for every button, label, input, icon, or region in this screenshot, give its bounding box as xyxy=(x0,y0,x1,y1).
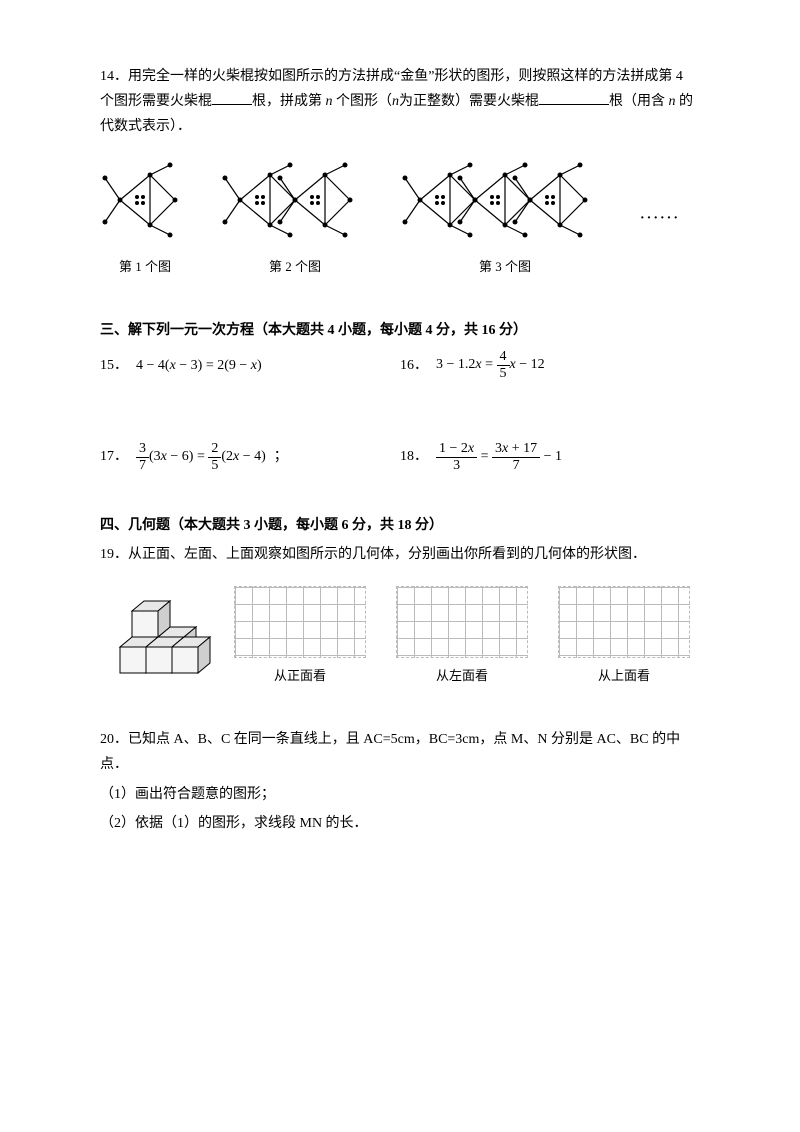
eq16: 16． 3 − 1.2x = 45x − 12 xyxy=(400,349,700,381)
fish-svg-2 xyxy=(220,160,370,240)
q20-line1: 20．已知点 A、B、C 在同一条直线上，且 AC=5cm，BC=3cm，点 M… xyxy=(100,727,700,777)
eq17-num: 17． xyxy=(100,444,128,469)
q14-c: 个图形（ xyxy=(336,94,392,109)
q14-n2: n xyxy=(392,94,399,109)
label-top: 从上面看 xyxy=(548,664,700,687)
q14-blank1 xyxy=(212,90,252,105)
view-top: 从上面看 xyxy=(548,586,700,687)
grid-top xyxy=(558,586,690,658)
eq-row-1: 15． 4 − 4(x − 3) = 2(9 − x) 16． 3 − 1.2x… xyxy=(100,349,700,381)
eq15-num: 15． xyxy=(100,353,128,378)
fig-dots: ······ xyxy=(640,206,680,231)
q19-row: 从正面看 从左面看 从上面看 xyxy=(100,577,700,687)
fish-fig-3: 第 3 个图 xyxy=(400,160,610,279)
eq16-num: 16． xyxy=(400,353,428,378)
eq17-semi: ； xyxy=(274,444,288,469)
label-front: 从正面看 xyxy=(224,664,376,687)
fish-fig-1: 第 1 个图 xyxy=(100,160,190,279)
grid-front xyxy=(234,586,366,658)
q14-n3: n xyxy=(669,94,676,109)
q14-figures: 第 1 个图 第 2 个图 第 3 个图 ······ xyxy=(100,160,700,279)
fig1-label: 第 1 个图 xyxy=(100,255,190,278)
q20-line2: （1）画出符合题意的图形； xyxy=(100,782,700,807)
q14-blank2 xyxy=(539,90,609,105)
cubes-svg xyxy=(100,577,214,687)
grid-left xyxy=(396,586,528,658)
q14-d: 为正整数）需要火柴棍 xyxy=(399,94,539,109)
section4-title: 四、几何题（本大题共 3 小题，每小题 6 分，共 18 分） xyxy=(100,513,700,538)
eq16-body: 3 − 1.2x = 45x − 12 xyxy=(436,349,545,381)
eq15-body: 4 − 4(x − 3) = 2(9 − x) xyxy=(136,353,262,378)
label-left: 从左面看 xyxy=(386,664,538,687)
fig2-label: 第 2 个图 xyxy=(220,255,370,278)
view-left: 从左面看 xyxy=(386,586,538,687)
eq18: 18． 1 − 2x3 = 3x + 177 − 1 xyxy=(400,441,700,473)
fish-svg-1 xyxy=(100,160,190,240)
q14-e: 根（用含 xyxy=(609,94,665,109)
fish-svg-3 xyxy=(400,160,610,240)
q20-line3: （2）依据（1）的图形，求线段 MN 的长． xyxy=(100,811,700,836)
eq15: 15． 4 − 4(x − 3) = 2(9 − x) xyxy=(100,349,400,381)
eq18-num: 18． xyxy=(400,444,428,469)
eq17-body: 37(3x − 6) = 25(2x − 4) xyxy=(136,441,266,473)
eq-row-2: 17． 37(3x − 6) = 25(2x − 4) ； 18． 1 − 2x… xyxy=(100,441,700,473)
q19-text: 19．从正面、左面、上面观察如图所示的几何体，分别画出你所看到的几何体的形状图． xyxy=(100,542,700,567)
eq18-body: 1 − 2x3 = 3x + 177 − 1 xyxy=(436,441,562,473)
view-front: 从正面看 xyxy=(224,586,376,687)
q14-text: 14．用完全一样的火柴棍按如图所示的方法拼成“金鱼”形状的图形，则按照这样的方法… xyxy=(100,64,700,140)
eq17: 17． 37(3x − 6) = 25(2x − 4) ； xyxy=(100,441,400,473)
q14-n1: n xyxy=(326,94,333,109)
fig3-label: 第 3 个图 xyxy=(400,255,610,278)
section3-title: 三、解下列一元一次方程（本大题共 4 小题，每小题 4 分，共 16 分） xyxy=(100,318,700,343)
q14-b: 根，拼成第 xyxy=(252,94,322,109)
fish-fig-2: 第 2 个图 xyxy=(220,160,370,279)
